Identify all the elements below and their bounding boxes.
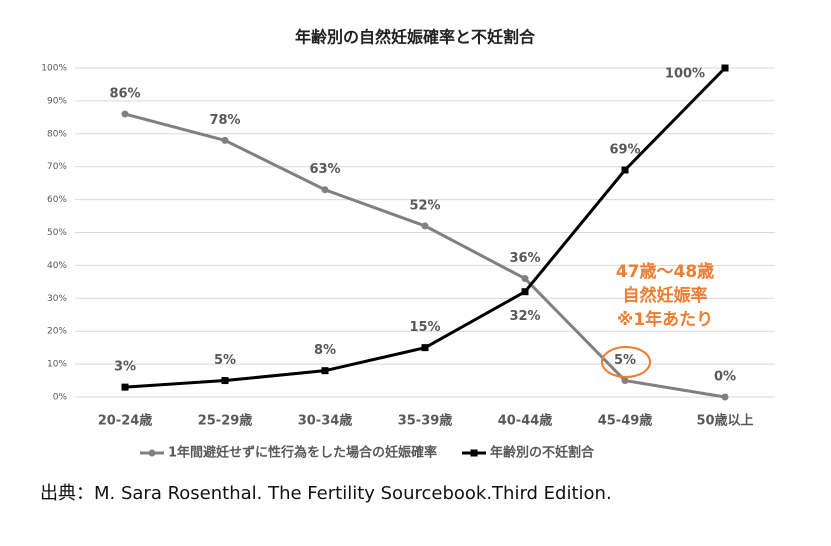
y-tick-label: 10% (47, 360, 67, 370)
y-tick-label: 30% (47, 294, 67, 304)
y-tick-label: 80% (47, 129, 67, 139)
marker (421, 222, 429, 230)
x-tick-label: 40-44歳 (498, 413, 553, 429)
marker (221, 136, 229, 144)
data-label: 15% (409, 320, 440, 335)
chart-title: 年齢別の自然妊娠確率と不妊割合 (295, 28, 536, 47)
marker (621, 166, 629, 174)
marker (621, 377, 629, 385)
data-label: 32% (509, 309, 540, 324)
annotation: 自然妊娠率 (623, 285, 708, 306)
y-tick-label: 50% (47, 228, 67, 238)
marker (521, 288, 529, 296)
data-label: 78% (209, 113, 240, 128)
marker (321, 186, 329, 194)
marker (721, 64, 729, 72)
y-tick-label: 70% (47, 162, 67, 172)
y-tick-label: 60% (47, 195, 67, 205)
x-tick-label: 20-24歳 (98, 413, 153, 429)
data-label: 0% (714, 370, 736, 385)
annotation: ※1年あたり (617, 309, 713, 330)
source: 出典：M. Sara Rosenthal. The Fertility Sour… (40, 483, 612, 504)
data-label: 63% (309, 162, 340, 177)
y-tick-label: 40% (47, 261, 67, 271)
legend-label: 1年間避妊せずに性行為をした場合の妊娠確率 (168, 445, 437, 461)
marker (221, 377, 229, 385)
marker (721, 393, 729, 401)
y-tick-label: 20% (47, 327, 67, 337)
marker (121, 383, 129, 391)
marker (321, 367, 329, 375)
marker (421, 344, 429, 352)
legend-marker (148, 449, 156, 457)
data-label: 69% (609, 142, 640, 157)
data-label: 86% (109, 87, 140, 102)
x-tick-label: 45-49歳 (598, 413, 653, 429)
data-label: 3% (114, 360, 136, 375)
highlight-circle (601, 346, 651, 378)
y-tick-label: 100% (41, 64, 67, 74)
legend-marker (470, 449, 478, 457)
marker (521, 275, 529, 283)
annotation: 47歳～48歳 (616, 261, 714, 282)
data-label: 8% (314, 343, 336, 358)
data-label: 5% (614, 353, 636, 368)
marker (121, 110, 129, 118)
data-label: 100% (665, 67, 705, 82)
x-tick-label: 25-29歳 (198, 413, 253, 429)
y-tick-label: 0% (53, 393, 68, 403)
x-tick-label: 50歳以上 (696, 413, 753, 429)
data-label: 5% (214, 353, 236, 368)
data-label: 52% (409, 198, 440, 213)
y-tick-label: 90% (47, 96, 67, 106)
x-tick-label: 35-39歳 (398, 413, 453, 429)
x-tick-label: 30-34歳 (298, 413, 353, 429)
data-label: 36% (509, 251, 540, 266)
legend-label: 年齢別の不妊割合 (490, 445, 595, 461)
